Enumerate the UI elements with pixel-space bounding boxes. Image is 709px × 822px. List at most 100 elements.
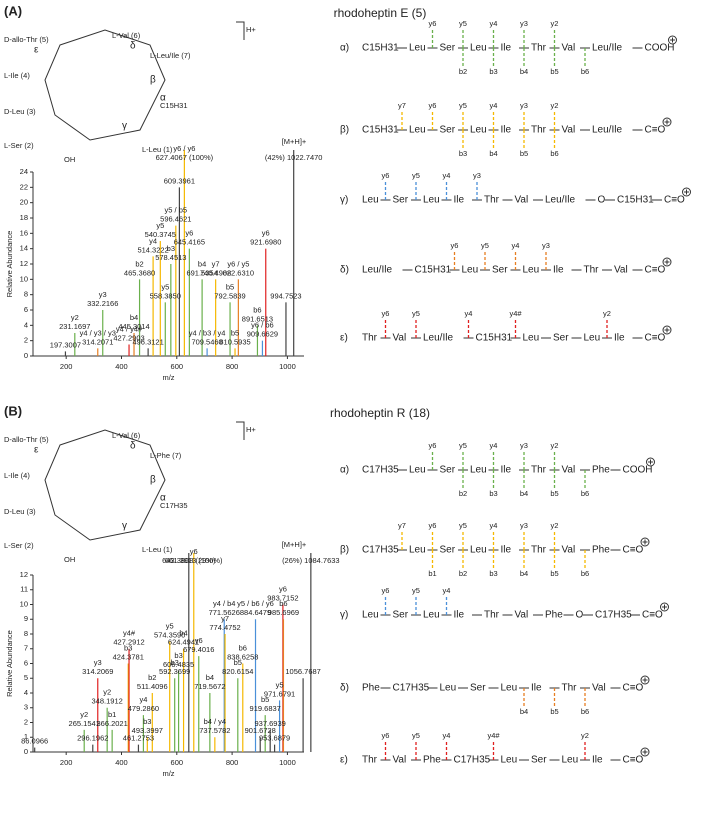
fragment-label: b3	[489, 569, 497, 578]
x-axis-label: m/z	[162, 373, 174, 382]
y-tick-label: 3	[24, 703, 28, 712]
ion-label: y7	[212, 259, 220, 268]
peak-label: 496.3121	[132, 337, 163, 346]
charge-circle	[640, 537, 650, 547]
fragment-label: y7	[398, 521, 406, 530]
peak-label: 994.7523	[270, 291, 301, 300]
x-axis-label: m/z	[162, 769, 174, 778]
peak-label: 197.3007	[50, 340, 81, 349]
scheme-item: C≡O	[664, 195, 685, 206]
peak-label: (26%) 1084.7633	[282, 556, 340, 565]
peak-label: 609.3961	[164, 176, 195, 185]
scheme-item: Ser	[531, 755, 547, 766]
peak-label: 314.2071	[82, 337, 113, 346]
fragment-label: b2	[459, 67, 467, 76]
fragment-label: y2	[551, 441, 559, 450]
ion-label: b3	[124, 643, 132, 652]
fragment-label: y6	[429, 521, 437, 530]
scheme-item: Leu	[501, 755, 518, 766]
ion-label: y3	[94, 658, 102, 667]
x-tick-label: 400	[115, 758, 128, 767]
peak-label: 919.6837	[250, 704, 281, 713]
peak-label: 627.4067 (100%)	[156, 153, 214, 162]
ion-label: y4 / y4#	[116, 324, 143, 333]
peak-label: (42%) 1022.7470	[265, 153, 323, 162]
charge-circle	[646, 457, 655, 467]
peak-label: 511.4096	[137, 682, 168, 691]
peak-label: 810.5935	[219, 337, 250, 346]
scheme-item: Leu	[584, 333, 601, 344]
scheme-item: Val	[393, 755, 407, 766]
fragment-label: y6	[382, 586, 390, 595]
cleavage-marker: δ	[130, 441, 136, 452]
charge-circle	[662, 325, 672, 335]
charge-circle	[640, 675, 650, 685]
scheme-greek: α)	[340, 43, 349, 54]
scheme-item: C≡O	[645, 333, 666, 344]
scheme-item: Thr	[562, 683, 578, 694]
scheme-greek: β)	[340, 125, 349, 136]
fragment-label: y6	[382, 171, 390, 180]
y-tick-label: 14	[20, 244, 28, 253]
scheme-item: Thr	[584, 265, 600, 276]
scheme-item: Thr	[484, 610, 500, 621]
x-tick-label: 800	[226, 362, 239, 371]
x-tick-label: 1000	[279, 758, 296, 767]
y-tick-label: 4	[24, 320, 28, 329]
peak-label: 540.3745	[145, 230, 176, 239]
fragment-label: y5	[412, 586, 420, 595]
fragment-label: y3	[520, 521, 528, 530]
cleavage-marker: ε	[34, 445, 39, 456]
scheme-item: Leu	[423, 610, 440, 621]
fragment-label: y2	[551, 101, 559, 110]
scheme-item: Ser	[553, 333, 569, 344]
scheme-item: C17H35	[393, 683, 430, 694]
peak-label: 461.2753	[123, 734, 154, 743]
ion-label: y3	[99, 290, 107, 299]
peak-label: 709.5460	[191, 337, 222, 346]
ion-label: y5	[161, 282, 169, 291]
scheme-item: O	[598, 195, 606, 206]
scheme-greek: α)	[340, 465, 349, 476]
scheme-item: C17H35	[595, 610, 632, 621]
scheme-item: C17H35	[454, 755, 491, 766]
ion-label: y7	[221, 614, 229, 623]
fragment-label: b3	[489, 67, 497, 76]
scheme-item: Phe	[545, 610, 563, 621]
fragment-label: y5	[459, 101, 467, 110]
scheme-item: Ile	[501, 465, 512, 476]
scheme-greek: δ)	[340, 265, 349, 276]
fragment-label: b4	[520, 489, 528, 498]
structure-label: C15H31	[160, 101, 188, 110]
scheme-item: Val	[562, 545, 576, 556]
peak-label: 366.2021	[96, 719, 127, 728]
cleavage-marker: ε	[34, 45, 39, 56]
scheme-item: Phe	[592, 465, 610, 476]
y-axis-label: Relative Abundance	[5, 231, 14, 298]
ion-label: y6	[262, 229, 270, 238]
scheme-item: Ser	[440, 465, 456, 476]
ion-label: b3	[143, 717, 151, 726]
scheme-item: Leu/Ile	[592, 125, 622, 136]
fragment-label: y3	[520, 101, 528, 110]
fragment-label: y4	[512, 241, 520, 250]
scheme-item: C15H31	[362, 43, 399, 54]
ion-label: y2	[80, 710, 88, 719]
scheme-item: Ser	[492, 265, 508, 276]
peak-label: 465.3680	[124, 268, 155, 277]
peak-label: 645.4165	[174, 238, 205, 247]
y-axis-label: Relative Abundance	[5, 630, 14, 697]
scheme-item: Ile	[501, 545, 512, 556]
peak-label: 719.5672	[194, 682, 225, 691]
scheme-item: O	[576, 610, 584, 621]
structure-label: OH	[64, 555, 75, 564]
scheme-item: Leu	[440, 683, 457, 694]
scheme-item: C≡O	[642, 610, 663, 621]
fragment-label: y4#	[509, 309, 522, 318]
structure-label: D-Leu (3)	[4, 507, 36, 516]
fragment-label: y4	[490, 441, 498, 450]
fragment-label: y2	[603, 309, 611, 318]
ion-label: y4#	[123, 629, 136, 638]
fragment-label: y5	[412, 171, 420, 180]
fragment-label: y5	[459, 521, 467, 530]
